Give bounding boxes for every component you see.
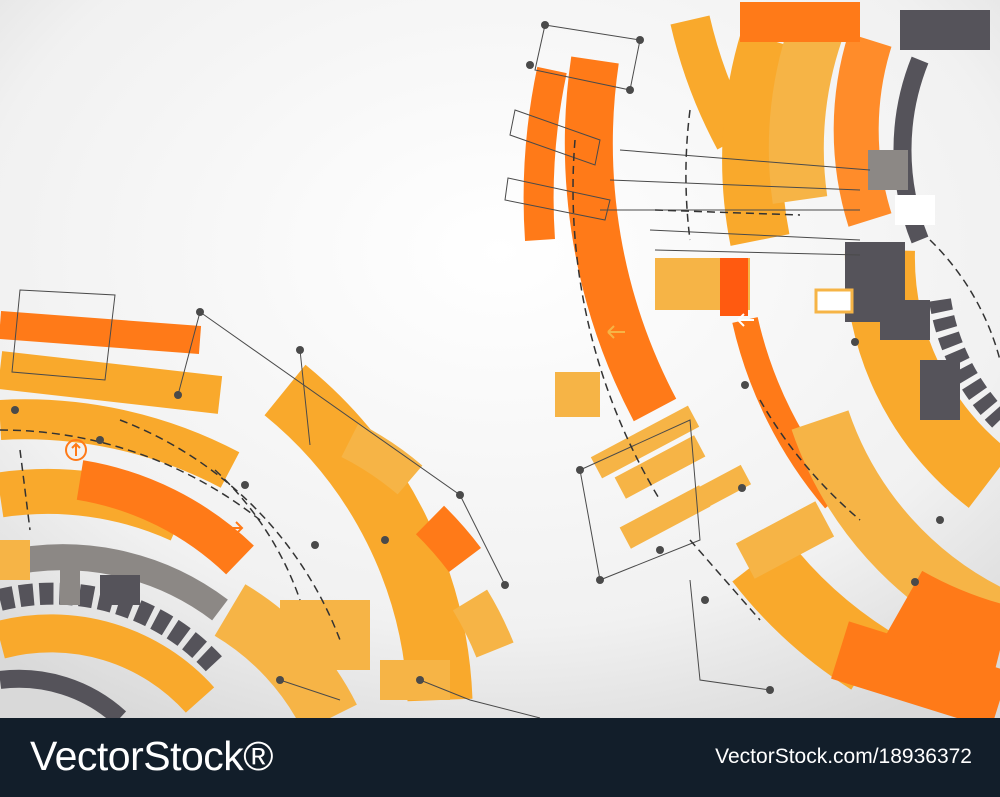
right-tech-circle bbox=[504, 2, 1000, 718]
abstract-tech-illustration bbox=[0, 0, 1000, 718]
watermark-footer bbox=[0, 718, 1000, 797]
left-tech-circle bbox=[0, 289, 541, 718]
vectorstock-logo-text: VectorStock® bbox=[30, 733, 273, 779]
tech-circles-graphic bbox=[0, 0, 1000, 718]
stock-image-id: VectorStock.com/18936372 bbox=[715, 745, 972, 768]
